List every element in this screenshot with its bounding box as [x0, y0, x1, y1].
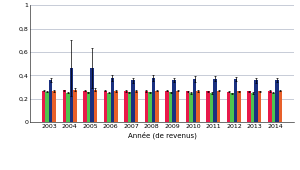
Bar [237, 91, 241, 122]
Bar [49, 80, 52, 122]
Bar [42, 91, 46, 122]
Bar [217, 91, 220, 122]
Bar [230, 93, 234, 122]
Bar [251, 93, 254, 122]
Bar [148, 92, 152, 122]
Bar [172, 80, 176, 122]
Bar [114, 91, 118, 122]
Bar [83, 91, 87, 122]
Bar [254, 80, 258, 122]
Bar [248, 91, 251, 122]
Bar [87, 92, 90, 122]
Bar [131, 80, 135, 122]
Bar [90, 68, 94, 122]
Bar [145, 91, 148, 122]
Bar [124, 91, 128, 122]
Bar [206, 91, 210, 122]
Bar [70, 68, 73, 122]
Bar [135, 91, 138, 122]
Bar [128, 92, 131, 122]
Bar [94, 90, 97, 122]
Bar [213, 79, 217, 122]
Bar [46, 92, 49, 122]
Bar [152, 78, 155, 122]
Bar [155, 91, 159, 122]
Bar [62, 90, 66, 122]
Bar [268, 91, 272, 122]
Bar [176, 91, 179, 122]
Bar [189, 93, 193, 122]
Bar [186, 91, 189, 122]
Bar [52, 91, 56, 122]
Bar [227, 92, 230, 122]
Bar [258, 91, 262, 122]
Bar [103, 91, 107, 122]
Bar [278, 91, 282, 122]
Bar [210, 93, 213, 122]
Bar [196, 91, 200, 122]
Bar [66, 93, 70, 122]
X-axis label: Année (de revenus): Année (de revenus) [128, 132, 196, 139]
Bar [165, 91, 169, 122]
Bar [272, 93, 275, 122]
Bar [73, 90, 76, 122]
Bar [193, 79, 196, 122]
Bar [169, 92, 172, 122]
Bar [234, 79, 237, 122]
Bar [275, 80, 278, 122]
Bar [111, 78, 114, 122]
Bar [107, 93, 111, 122]
